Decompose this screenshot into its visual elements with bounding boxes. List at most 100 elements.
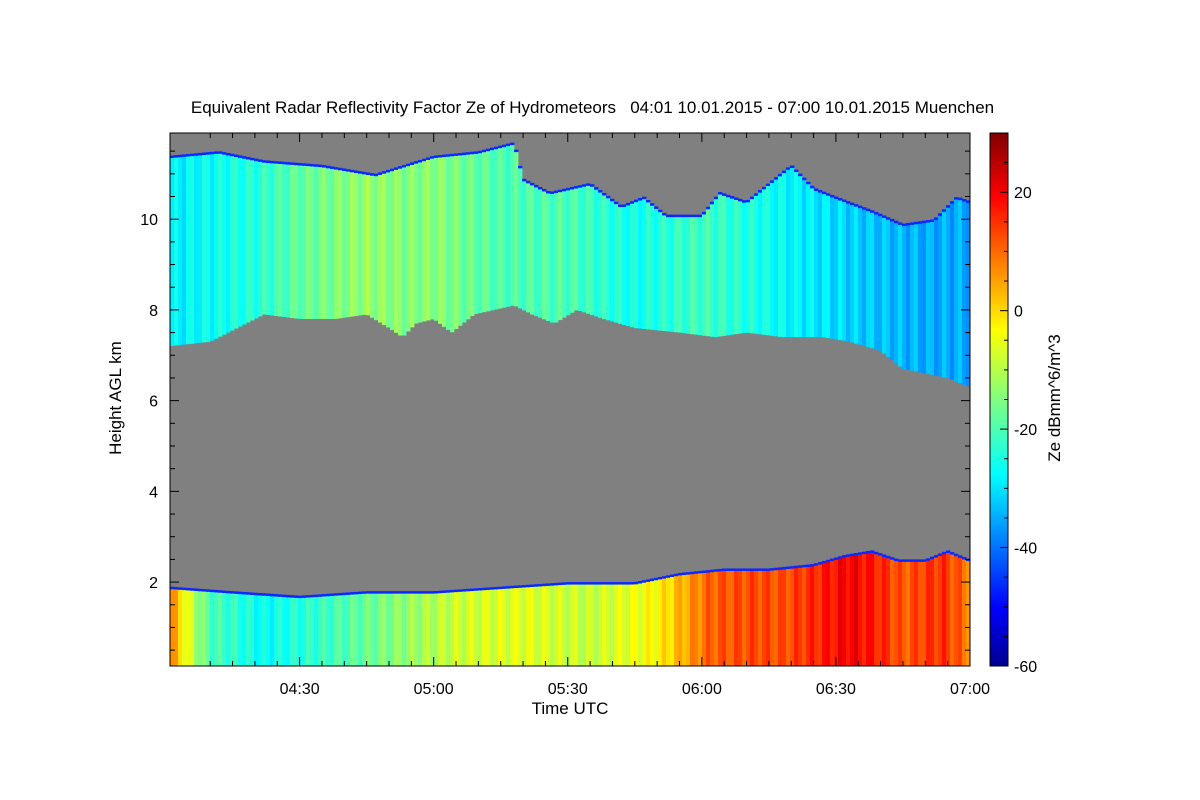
lower-precipitation-edge — [390, 591, 395, 594]
upper-cloud-column — [426, 159, 431, 321]
lower-precipitation-column — [662, 578, 667, 666]
upper-cloud-edge — [290, 162, 295, 165]
lower-precipitation-edge — [446, 590, 451, 593]
upper-cloud-column — [238, 157, 243, 327]
lower-precipitation-column — [966, 560, 971, 666]
upper-cloud-column — [626, 204, 631, 327]
upper-cloud-edge — [762, 186, 767, 190]
upper-cloud-column — [210, 153, 215, 341]
lower-precipitation-edge — [518, 585, 523, 588]
lower-precipitation-column — [454, 591, 459, 666]
upper-cloud-column — [962, 201, 967, 385]
upper-cloud-column — [590, 186, 595, 316]
lower-precipitation-edge — [962, 556, 967, 560]
upper-cloud-edge — [218, 151, 223, 154]
lower-precipitation-column — [522, 587, 527, 666]
lower-precipitation-edge — [662, 576, 667, 579]
upper-cloud-column — [906, 224, 911, 370]
lower-precipitation-column — [686, 574, 691, 666]
lower-precipitation-edge — [774, 567, 779, 571]
lower-precipitation-edge — [478, 588, 483, 591]
lower-precipitation-column — [718, 570, 723, 666]
upper-cloud-column — [646, 201, 651, 330]
upper-cloud-edge — [314, 164, 319, 167]
lower-precipitation-column — [690, 573, 695, 666]
upper-cloud-edge — [370, 173, 375, 176]
upper-cloud-column — [174, 157, 179, 346]
lower-precipitation-column — [254, 594, 259, 666]
upper-cloud-column — [582, 186, 587, 313]
lower-precipitation-column — [578, 584, 583, 666]
lower-precipitation-column — [462, 591, 467, 666]
upper-cloud-column — [418, 161, 423, 323]
lower-precipitation-edge — [726, 568, 731, 571]
upper-cloud-edge — [482, 149, 487, 153]
lower-precipitation-edge — [810, 564, 815, 567]
lower-precipitation-edge — [270, 593, 275, 597]
lower-precipitation-edge — [918, 559, 923, 562]
y-tick-label: 4 — [149, 484, 158, 501]
upper-cloud-edge — [510, 142, 515, 146]
lower-precipitation-column — [478, 590, 483, 666]
lower-precipitation-column — [714, 571, 719, 666]
upper-cloud-column — [274, 163, 279, 316]
lower-precipitation-column — [734, 570, 739, 666]
upper-cloud-edge — [606, 195, 611, 199]
axes: 04:30 05:00 05:30 06:00 06:30 07:00 2 4 6 8 10 — [140, 132, 990, 698]
lower-precipitation-edge — [626, 582, 631, 585]
lower-precipitation-edge — [690, 571, 695, 575]
upper-cloud-edge — [474, 151, 479, 154]
upper-cloud-edge — [698, 214, 703, 218]
upper-cloud-column — [554, 192, 559, 323]
upper-cloud-column — [842, 201, 847, 341]
upper-cloud-edge — [834, 196, 839, 200]
lower-precipitation-edge — [786, 566, 791, 570]
upper-cloud-column — [930, 221, 935, 375]
upper-cloud-column — [214, 153, 219, 339]
lower-precipitation-edge — [494, 586, 499, 590]
upper-cloud-edge — [174, 155, 179, 158]
lower-precipitation-column — [854, 554, 859, 666]
upper-cloud-column — [326, 167, 331, 319]
lower-precipitation-edge — [214, 589, 219, 593]
upper-cloud-edge — [654, 206, 659, 209]
upper-cloud-column — [782, 172, 787, 338]
lower-precipitation-column — [642, 582, 647, 666]
lower-precipitation-column — [810, 566, 815, 666]
upper-cloud-edge — [286, 162, 291, 165]
lower-precipitation-edge — [570, 582, 575, 585]
upper-cloud-edge — [378, 172, 383, 175]
lower-precipitation-column — [906, 561, 911, 666]
upper-cloud-column — [798, 175, 803, 338]
upper-cloud-edge — [774, 177, 779, 180]
upper-cloud-column — [814, 190, 819, 338]
upper-cloud-edge — [306, 163, 311, 167]
lower-precipitation-column — [838, 558, 843, 666]
upper-cloud-column — [870, 212, 875, 349]
upper-cloud-column — [686, 216, 691, 334]
upper-cloud-edge — [722, 193, 727, 196]
upper-cloud-column — [414, 163, 419, 324]
lower-precipitation-edge — [298, 595, 303, 599]
upper-cloud-column — [922, 222, 927, 374]
upper-cloud-column — [406, 165, 411, 332]
upper-cloud-column — [778, 175, 783, 337]
lower-precipitation-edge — [366, 591, 371, 594]
lower-precipitation-column — [726, 570, 731, 666]
upper-cloud-column — [546, 193, 551, 321]
lower-precipitation-edge — [194, 588, 199, 591]
x-tick-label: 05:00 — [414, 681, 454, 698]
upper-cloud-edge — [666, 214, 671, 218]
lower-precipitation-edge — [830, 558, 835, 562]
upper-cloud-column — [706, 208, 711, 337]
lower-precipitation-edge — [350, 592, 355, 595]
upper-cloud-edge — [770, 180, 775, 183]
upper-cloud-column — [434, 157, 439, 321]
upper-cloud-edge — [534, 184, 539, 188]
upper-cloud-column — [662, 214, 667, 332]
upper-cloud-edge — [206, 152, 211, 155]
lower-precipitation-edge — [454, 589, 459, 593]
lower-precipitation-column — [330, 595, 335, 666]
upper-cloud-edge — [738, 198, 743, 202]
lower-precipitation-edge — [790, 566, 795, 569]
